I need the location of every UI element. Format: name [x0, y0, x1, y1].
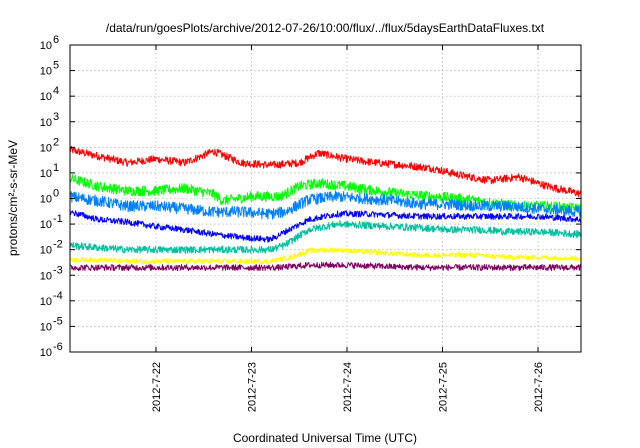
y-tick-label: 10 [40, 168, 52, 180]
chart-title: /data/run/goesPlots/archive/2012-07-26/1… [106, 21, 545, 35]
ticks: 10 -610 -510 -410 -310 -210 -110 010 110 210 310 41… [40, 34, 581, 412]
y-tick-label: 10 [40, 296, 52, 308]
y-tick-exponent: 2 [53, 136, 59, 148]
x-axis-label: Coordinated Universal Time (UTC) [233, 431, 417, 445]
y-tick-label: 10 [40, 194, 52, 206]
y-tick-exponent: 6 [53, 34, 59, 46]
y-tick-label: 10 [40, 142, 52, 154]
y-tick-exponent: -1 [53, 213, 63, 225]
series-layer [69, 145, 582, 272]
y-tick-exponent: -5 [53, 315, 63, 327]
series-line-6 [69, 247, 582, 265]
y-axis-label: protons/cm²-s-sr-MeV [6, 140, 20, 256]
y-tick-exponent: 3 [53, 111, 59, 123]
series-line-3 [69, 190, 581, 220]
series-line-4 [69, 209, 582, 243]
x-tick-label: 2012-7-23 [246, 362, 258, 412]
y-tick-label: 10 [40, 66, 52, 78]
series-line-7 [69, 261, 582, 272]
y-tick-exponent: -6 [53, 341, 63, 353]
x-tick-label: 2012-7-26 [533, 362, 545, 412]
y-tick-label: 10 [40, 347, 52, 359]
y-tick-label: 10 [40, 270, 52, 282]
y-tick-label: 10 [40, 91, 52, 103]
x-tick-label: 2012-7-22 [151, 362, 163, 412]
y-tick-label: 10 [40, 117, 52, 129]
y-tick-exponent: 5 [53, 60, 59, 72]
series-line-5 [69, 220, 582, 254]
grid [70, 45, 581, 352]
y-tick-exponent: -3 [53, 264, 63, 276]
x-tick-label: 2012-7-24 [342, 362, 354, 412]
y-tick-exponent: 0 [53, 188, 59, 200]
y-tick-exponent: -4 [53, 290, 63, 302]
x-tick-label: 2012-7-25 [438, 362, 450, 412]
y-tick-label: 10 [40, 219, 52, 231]
y-tick-exponent: 4 [53, 85, 59, 97]
y-tick-exponent: 1 [53, 162, 59, 174]
series-line-1 [69, 145, 582, 198]
y-tick-label: 10 [40, 321, 52, 333]
y-tick-label: 10 [40, 245, 52, 257]
y-tick-label: 10 [40, 40, 52, 52]
y-tick-exponent: -2 [53, 239, 63, 251]
